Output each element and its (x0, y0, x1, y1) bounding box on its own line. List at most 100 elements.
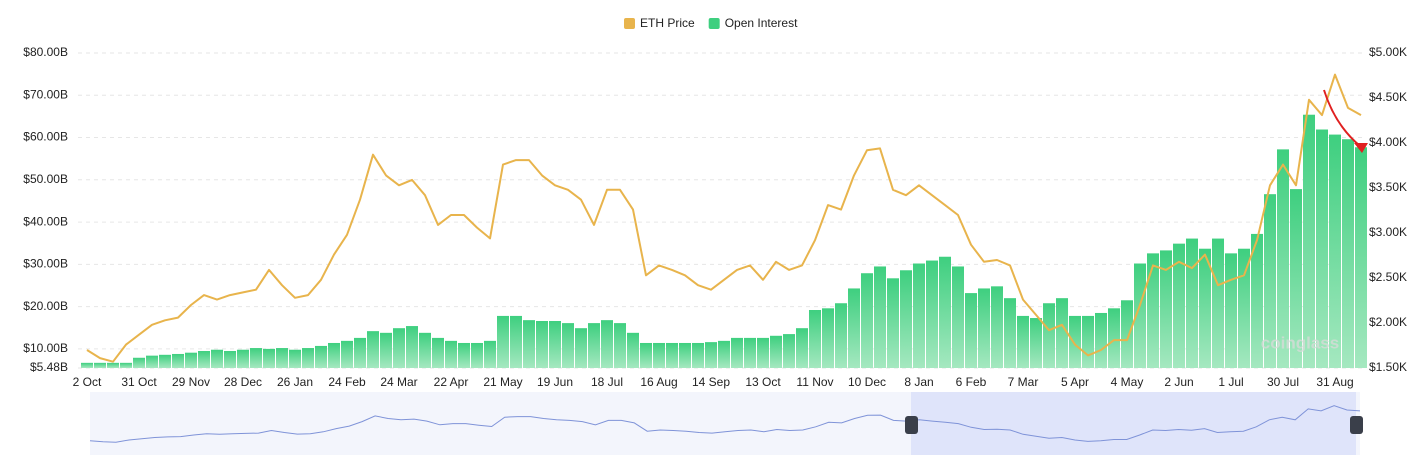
x-tick-label: 11 Nov (796, 375, 833, 389)
lines (86, 73, 1362, 363)
oi-bar (341, 340, 353, 368)
oi-bar (1251, 233, 1263, 368)
oi-bar (328, 342, 340, 368)
oi-bar (614, 323, 626, 368)
oi-bar (679, 342, 691, 368)
oi-bar (172, 353, 184, 368)
x-tick-label: 21 May (483, 375, 522, 389)
navigator-selection[interactable] (911, 392, 1356, 455)
oi-bar (575, 328, 587, 368)
oi-bar (497, 315, 509, 368)
oi-bar (484, 340, 496, 368)
oi-bar (94, 362, 106, 368)
oi-bar (289, 349, 301, 368)
navigator (89, 405, 1361, 443)
y2-tick-label: $1.50K (1369, 360, 1407, 374)
price-line (86, 73, 1362, 363)
oi-bar (1095, 312, 1107, 368)
oi-bar (718, 340, 730, 368)
oi-bar (666, 342, 678, 368)
oi-bar (315, 345, 327, 368)
x-tick-label: 10 Dec (848, 375, 886, 389)
oi-bar (796, 328, 808, 368)
oi-bar (822, 308, 834, 368)
navigator-handle[interactable] (905, 416, 918, 434)
oi-bar (848, 288, 860, 368)
y2-tick-label: $2.50K (1369, 270, 1407, 284)
x-tick-label: 1 Jul (1218, 375, 1243, 389)
x-tick-label: 22 Apr (434, 375, 469, 389)
x-tick-label: 2 Jun (1164, 375, 1193, 389)
y2-tick-label: $4.50K (1369, 90, 1407, 104)
oi-bar (224, 351, 236, 368)
oi-bar (692, 342, 704, 368)
x-tick-label: 31 Oct (121, 375, 157, 389)
oi-bar (549, 320, 561, 368)
oi-bar (1160, 250, 1172, 368)
oi-bar (1225, 253, 1237, 368)
oi-bar (1277, 149, 1289, 368)
oi-bar (783, 334, 795, 368)
oi-bar (640, 342, 652, 368)
x-tick-label: 24 Feb (328, 375, 366, 389)
oi-bar (952, 266, 964, 368)
legend-label: ETH Price (640, 16, 695, 30)
oi-bar (991, 286, 1003, 368)
oi-bar (705, 342, 717, 368)
oi-bar (1082, 315, 1094, 368)
watermark: coinglass (1261, 333, 1339, 352)
oi-bar (354, 337, 366, 368)
x-tick-label: 4 May (1111, 375, 1144, 389)
oi-bar (1342, 139, 1354, 368)
oi-bar (1069, 315, 1081, 368)
x-tick-label: 6 Feb (956, 375, 987, 389)
oi-bar (1290, 189, 1302, 368)
oi-bar (653, 342, 665, 368)
y-tick-label: $20.00B (23, 299, 68, 313)
oi-bar (159, 354, 171, 368)
x-tick-label: 5 Apr (1061, 375, 1089, 389)
y2-tick-label: $2.00K (1369, 315, 1407, 329)
oi-bar (1212, 238, 1224, 368)
x-tick-label: 2 Oct (73, 375, 102, 389)
oi-bar (536, 320, 548, 368)
oi-bar (770, 335, 782, 368)
oi-bar (133, 357, 145, 368)
oi-bar (302, 348, 314, 368)
y-tick-label: $30.00B (23, 257, 68, 271)
oi-bar (458, 342, 470, 368)
x-tick-label: 30 Jul (1267, 375, 1299, 389)
x-tick-label: 24 Mar (380, 375, 417, 389)
oi-bar (120, 362, 132, 368)
x-tick-label: 8 Jan (904, 375, 933, 389)
x-tick-label: 31 Aug (1316, 375, 1353, 389)
legend-label: Open Interest (725, 16, 798, 30)
y-tick-label: $40.00B (23, 214, 68, 228)
bars (81, 114, 1367, 369)
oi-bar (1186, 238, 1198, 368)
oi-bar (1134, 263, 1146, 368)
oi-bar (1004, 298, 1016, 368)
navigator-handle[interactable] (1350, 416, 1363, 434)
x-tick-label: 13 Oct (745, 375, 781, 389)
x-tick-label: 29 Nov (172, 375, 210, 389)
oi-bar (380, 332, 392, 368)
oi-bar (978, 288, 990, 368)
oi-bar (562, 323, 574, 368)
oi-bar (445, 340, 457, 368)
oi-bar (588, 323, 600, 368)
legend-swatch (624, 18, 635, 29)
oi-bar (1030, 318, 1042, 368)
navigator-line (89, 405, 1361, 443)
y-tick-label: $50.00B (23, 172, 68, 186)
oi-bar (432, 337, 444, 368)
oi-bar (393, 328, 405, 368)
oi-bar (926, 260, 938, 368)
oi-bar (406, 326, 418, 368)
legend: ETH Price Open Interest (624, 16, 798, 30)
oi-bar (887, 278, 899, 368)
x-tick-label: 26 Jan (277, 375, 313, 389)
oi-bar (1329, 134, 1341, 368)
labels: $5.48B $10.00B $20.00B $30.00B $40.00B $50.00… (23, 45, 1407, 389)
